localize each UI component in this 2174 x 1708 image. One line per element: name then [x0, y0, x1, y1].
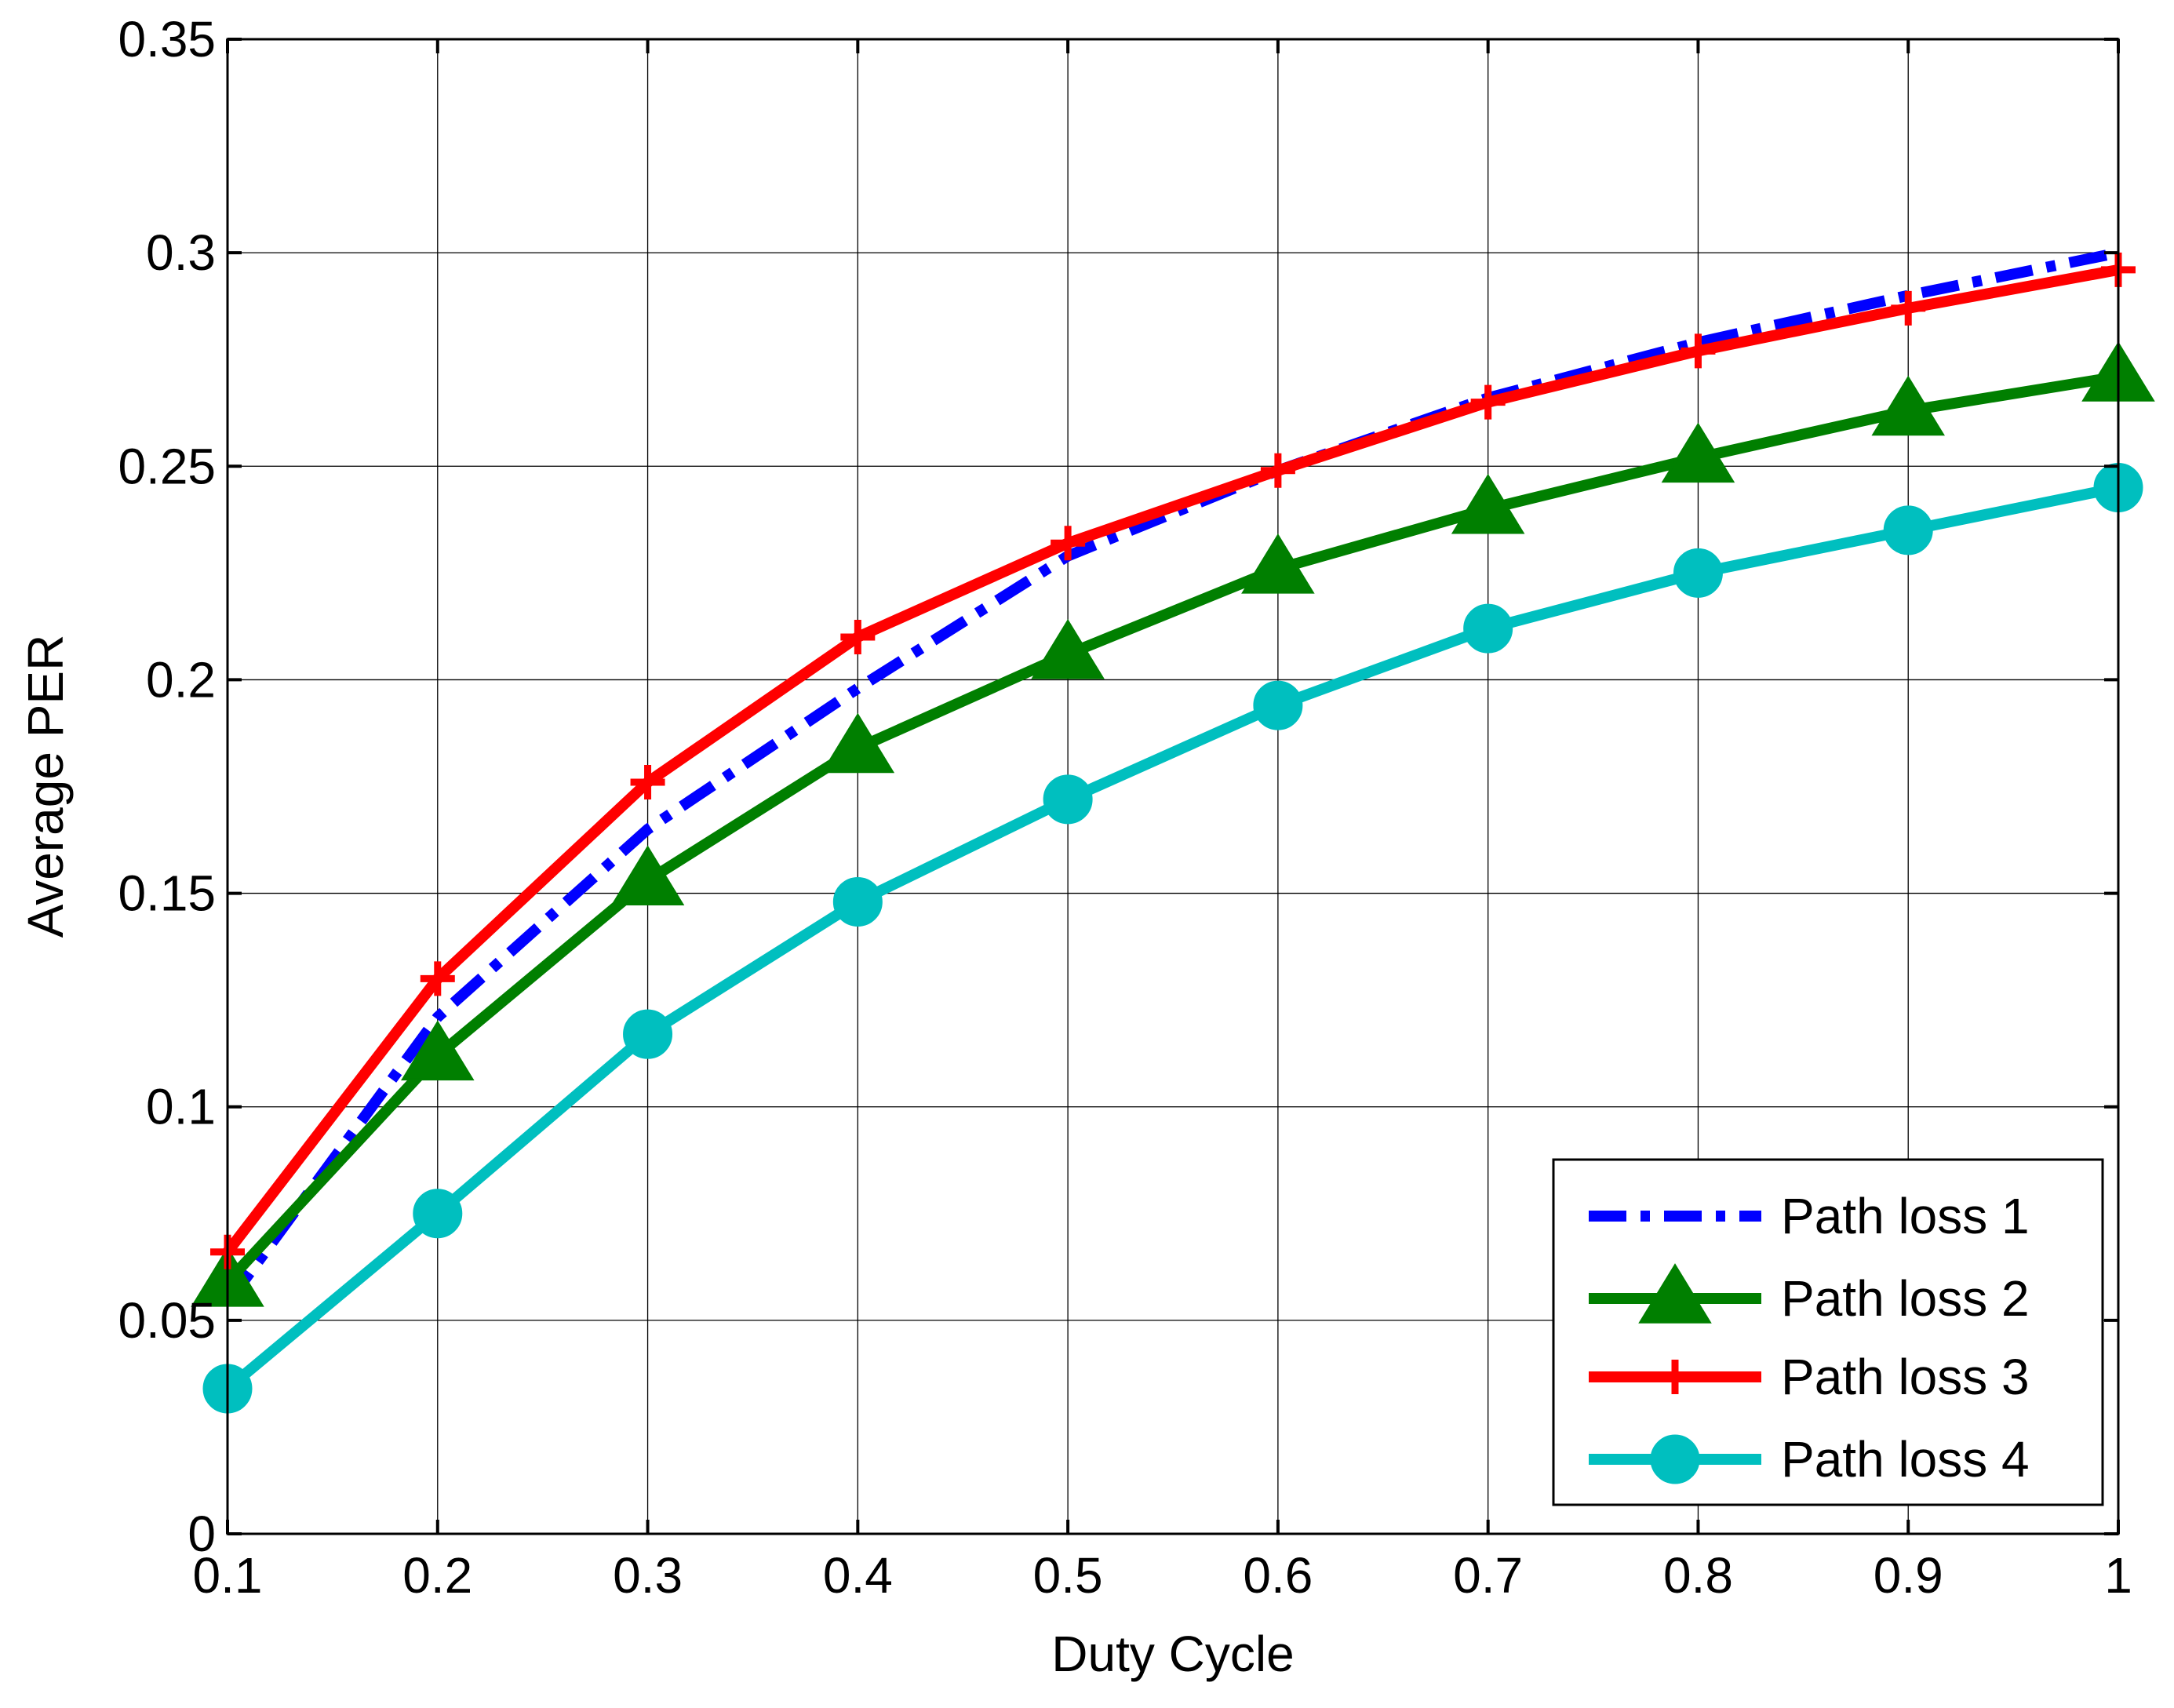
data-point — [420, 961, 455, 996]
data-point — [821, 712, 895, 774]
data-point — [610, 845, 685, 905]
x-tick-label: 0.5 — [1033, 1547, 1103, 1604]
data-point — [401, 1020, 475, 1081]
x-tick-label: 0.9 — [1874, 1547, 1943, 1604]
data-point — [1241, 534, 1315, 594]
series-line — [223, 247, 2120, 1307]
ticks: 0.1 0.2 0.3 0.4 0.5 0.6 0.7 0.8 0.9 1 0 0.05 0.1 0.15… — [118, 11, 2132, 1604]
data-point — [413, 1189, 463, 1239]
y-tick-label: 0.25 — [118, 438, 216, 494]
data-point — [1871, 375, 1945, 436]
y-tick-label: 0.05 — [118, 1292, 216, 1349]
data-point — [1451, 473, 1525, 534]
series-1 — [223, 247, 2120, 1307]
x-tick-label: 0.7 — [1453, 1547, 1523, 1604]
data-point — [1883, 505, 1933, 555]
x-tick-label: 0.3 — [613, 1547, 683, 1604]
y-axis-label: Average PER — [17, 635, 74, 938]
legend-item: Path loss 2 — [1589, 1263, 2030, 1327]
data-point — [1043, 774, 1093, 825]
series-4 — [202, 463, 2143, 1414]
data-point — [1051, 526, 1086, 561]
data-point — [832, 876, 883, 927]
plot-frame — [226, 38, 2120, 1535]
data-point — [1260, 453, 1295, 488]
legend-swatch-marker — [1650, 1434, 1700, 1484]
legend-item: Path loss 4 — [1589, 1431, 2030, 1488]
data-point — [1470, 384, 1506, 420]
data-point — [630, 765, 665, 800]
y-tick-label: 0.2 — [146, 651, 216, 708]
data-point — [1891, 290, 1926, 326]
y-tick-label: 0.35 — [118, 11, 216, 67]
data-point — [1031, 618, 1105, 679]
legend-label: Path loss 1 — [1781, 1188, 2030, 1244]
x-tick-label: 0.1 — [193, 1547, 263, 1604]
data-point — [623, 1009, 673, 1059]
y-tick-label: 0.3 — [146, 224, 216, 281]
legend: Path loss 1 Path loss 2 Path loss 3 Path lo… — [1552, 1158, 2104, 1506]
legend-label: Path loss 2 — [1781, 1270, 2030, 1327]
legend-label: Path loss 3 — [1781, 1349, 2030, 1405]
legend-item: Path loss 1 — [1589, 1188, 2030, 1244]
legend-item: Path loss 3 — [1589, 1349, 2030, 1405]
data-point — [1673, 548, 1723, 598]
legend-label: Path loss 4 — [1781, 1431, 2030, 1488]
data-point — [1463, 603, 1513, 654]
y-tick-label: 0.15 — [118, 865, 216, 922]
legend-swatch-marker — [1638, 1263, 1712, 1324]
x-axis-label: Duty Cycle — [1051, 1626, 1294, 1682]
data-point — [1681, 333, 1716, 369]
x-tick-label: 0.2 — [402, 1547, 472, 1604]
y-tick-label: 0.1 — [146, 1079, 216, 1135]
series-line — [223, 264, 2120, 1256]
y-tick-label: 0 — [188, 1506, 216, 1562]
series-layer — [191, 247, 2155, 1414]
data-point — [840, 620, 876, 654]
x-tick-label: 0.4 — [823, 1547, 893, 1604]
x-tick-label: 0.6 — [1243, 1547, 1313, 1604]
series-line — [223, 371, 2120, 1286]
x-tick-label: 0.8 — [1663, 1547, 1733, 1604]
legend-swatch-marker — [1658, 1360, 1692, 1394]
data-point — [1661, 422, 1735, 483]
data-point — [1253, 680, 1303, 730]
series-line — [224, 482, 2120, 1393]
series-2 — [191, 341, 2155, 1307]
x-tick-label: 1 — [2104, 1547, 2132, 1604]
